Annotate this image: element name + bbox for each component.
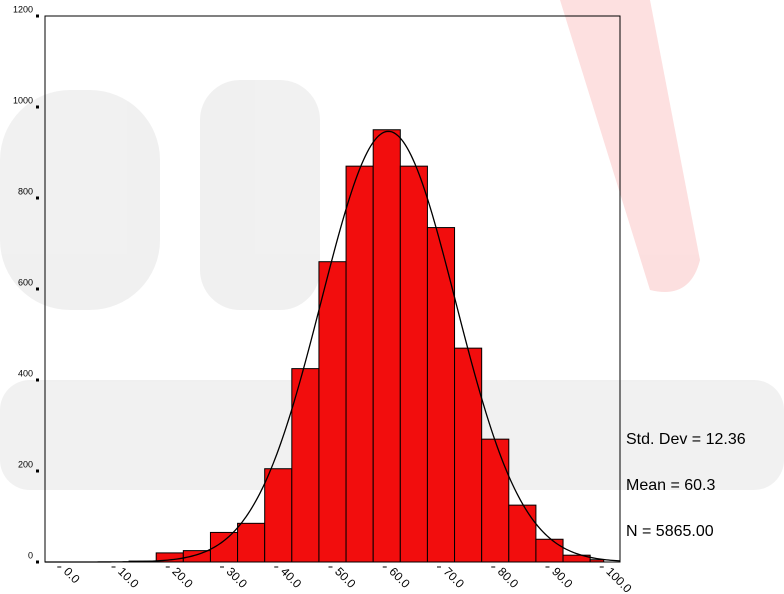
y-tick-label: 400 <box>18 368 33 378</box>
x-tick-label: 40.0 <box>278 564 305 591</box>
stat-label: N = 5865.00 <box>626 523 714 540</box>
bar <box>454 347 483 563</box>
y-tick <box>36 105 39 109</box>
x-tick-label: 10.0 <box>115 564 142 591</box>
x-tick-label: 60.0 <box>386 564 413 591</box>
bar <box>426 227 456 563</box>
stat-label: Std. Dev = 12.36 <box>626 431 746 448</box>
watermark-blob <box>200 80 320 310</box>
y-tick <box>36 287 39 291</box>
bar <box>345 165 374 563</box>
x-tick-label: 80.0 <box>495 564 522 591</box>
x-tick-label: 100.0 <box>603 564 634 594</box>
x-tick-label: 70.0 <box>441 564 468 591</box>
bar <box>264 468 293 563</box>
y-tick <box>36 378 39 382</box>
watermark-blob <box>0 90 160 310</box>
x-tick-label: 20.0 <box>169 564 196 591</box>
bar <box>481 438 510 563</box>
y-tick <box>36 560 39 564</box>
x-tick-label: 50.0 <box>332 564 359 591</box>
y-tick-label: 1200 <box>13 4 33 14</box>
y-tick <box>36 469 39 473</box>
y-tick-label: 800 <box>18 186 33 196</box>
bar <box>508 504 537 563</box>
normal-curve <box>45 130 621 563</box>
y-tick <box>36 196 39 200</box>
bar <box>372 129 401 563</box>
x-tick-label: 30.0 <box>224 564 251 591</box>
y-tick <box>36 14 39 18</box>
x-tick-label: 90.0 <box>549 564 576 591</box>
bar <box>237 522 266 563</box>
stat-label: Mean = 60.3 <box>626 477 716 494</box>
y-tick-label: 1000 <box>13 95 33 105</box>
y-tick-label: 600 <box>18 277 33 287</box>
bar <box>535 538 564 563</box>
bar <box>291 368 320 563</box>
bar <box>209 531 239 563</box>
bar <box>318 261 347 563</box>
bar <box>399 165 428 563</box>
bar <box>589 559 605 563</box>
watermark-stroke <box>560 0 700 292</box>
bar <box>562 554 591 563</box>
bar <box>182 550 211 563</box>
y-tick-label: 0 <box>28 550 33 560</box>
x-tick-label: 0.0 <box>61 564 83 586</box>
y-tick-label: 200 <box>18 459 33 469</box>
